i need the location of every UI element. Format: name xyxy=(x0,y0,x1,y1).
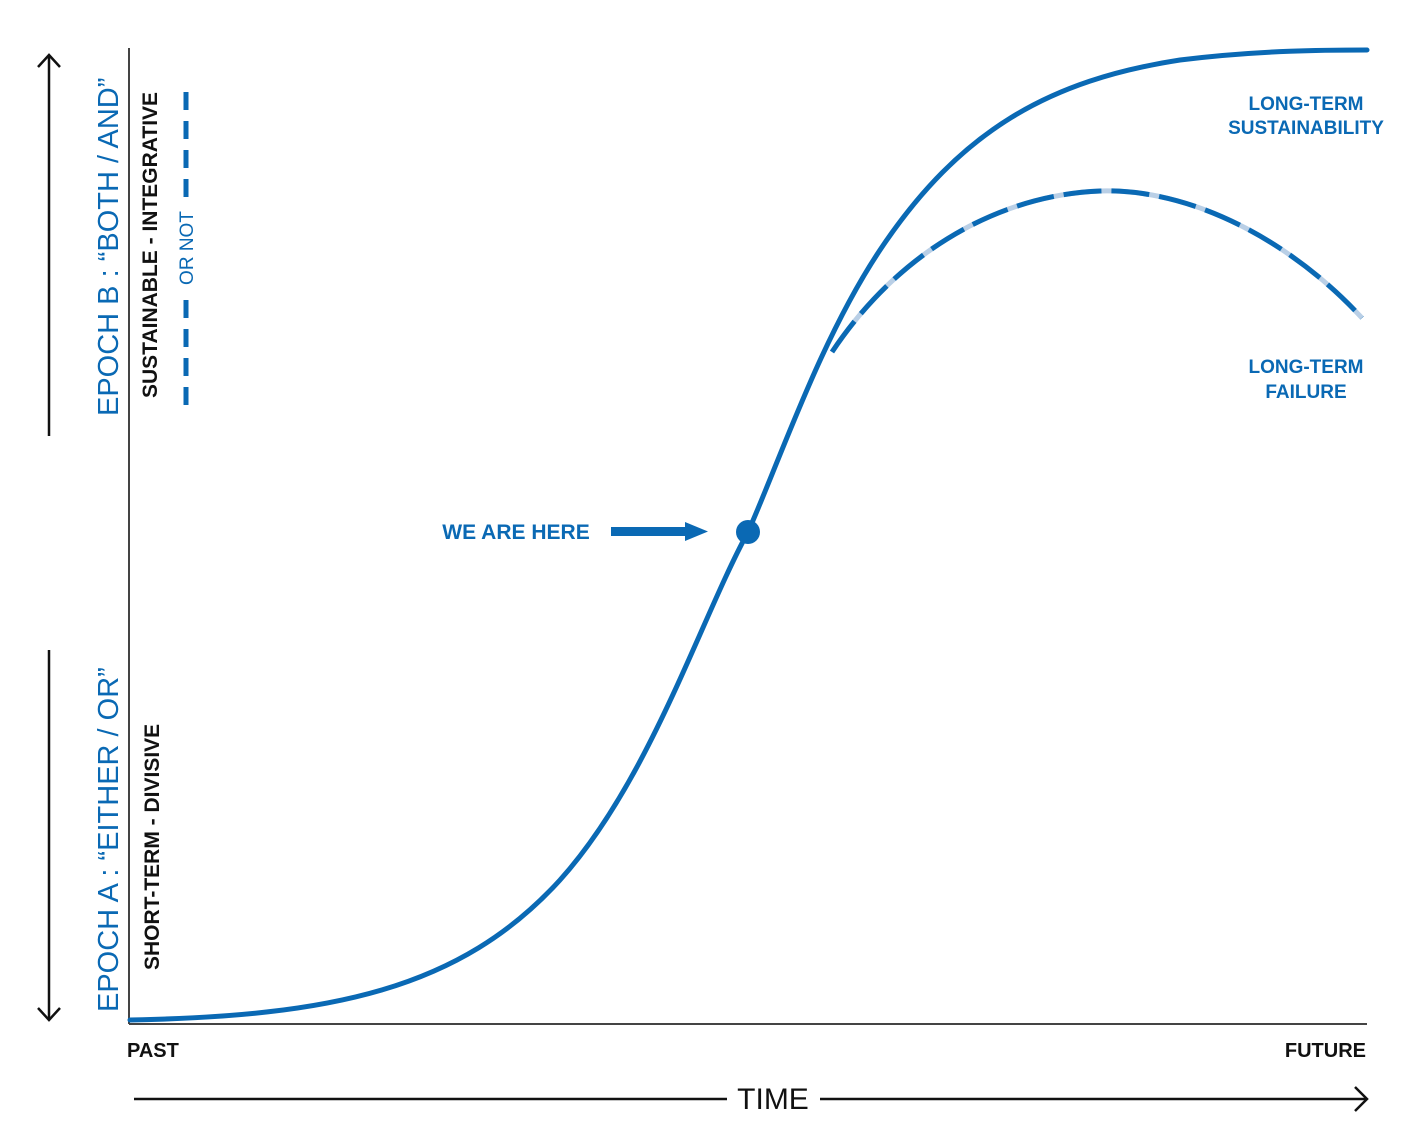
time-arrow-icon xyxy=(134,1086,1369,1112)
future-label: FUTURE xyxy=(1285,1040,1366,1062)
time-axis-title: TIME xyxy=(737,1083,809,1116)
failure-label-line1: LONG-TERM xyxy=(1248,357,1363,378)
sustainability-label-line2: SUSTAINABILITY xyxy=(1228,118,1384,139)
or-not-label: OR NOT xyxy=(177,211,198,285)
axes xyxy=(128,48,1367,1025)
epoch-a-arrow-icon xyxy=(37,650,61,1022)
current-position-dot xyxy=(736,520,760,544)
epoch-a-subtitle: SHORT-TERM - DIVISIVE xyxy=(141,724,164,970)
epoch-b-subtitle: SUSTAINABLE - INTEGRATIVE xyxy=(139,92,162,398)
epoch-b-arrow-icon xyxy=(37,53,61,436)
past-label: PAST xyxy=(127,1040,179,1062)
sustainability-label-line1: LONG-TERM xyxy=(1248,94,1363,115)
failure-label-line2: FAILURE xyxy=(1265,382,1346,403)
epoch-a-label: EPOCH A : “EITHER / OR” xyxy=(93,667,125,1012)
epoch-b-label: EPOCH B : “BOTH / AND” xyxy=(93,78,125,416)
failure-curve xyxy=(829,188,1364,354)
arrow-right-icon xyxy=(611,522,708,541)
we-are-here-label: WE ARE HERE xyxy=(442,521,589,544)
sustainability-curve xyxy=(127,47,1370,1023)
